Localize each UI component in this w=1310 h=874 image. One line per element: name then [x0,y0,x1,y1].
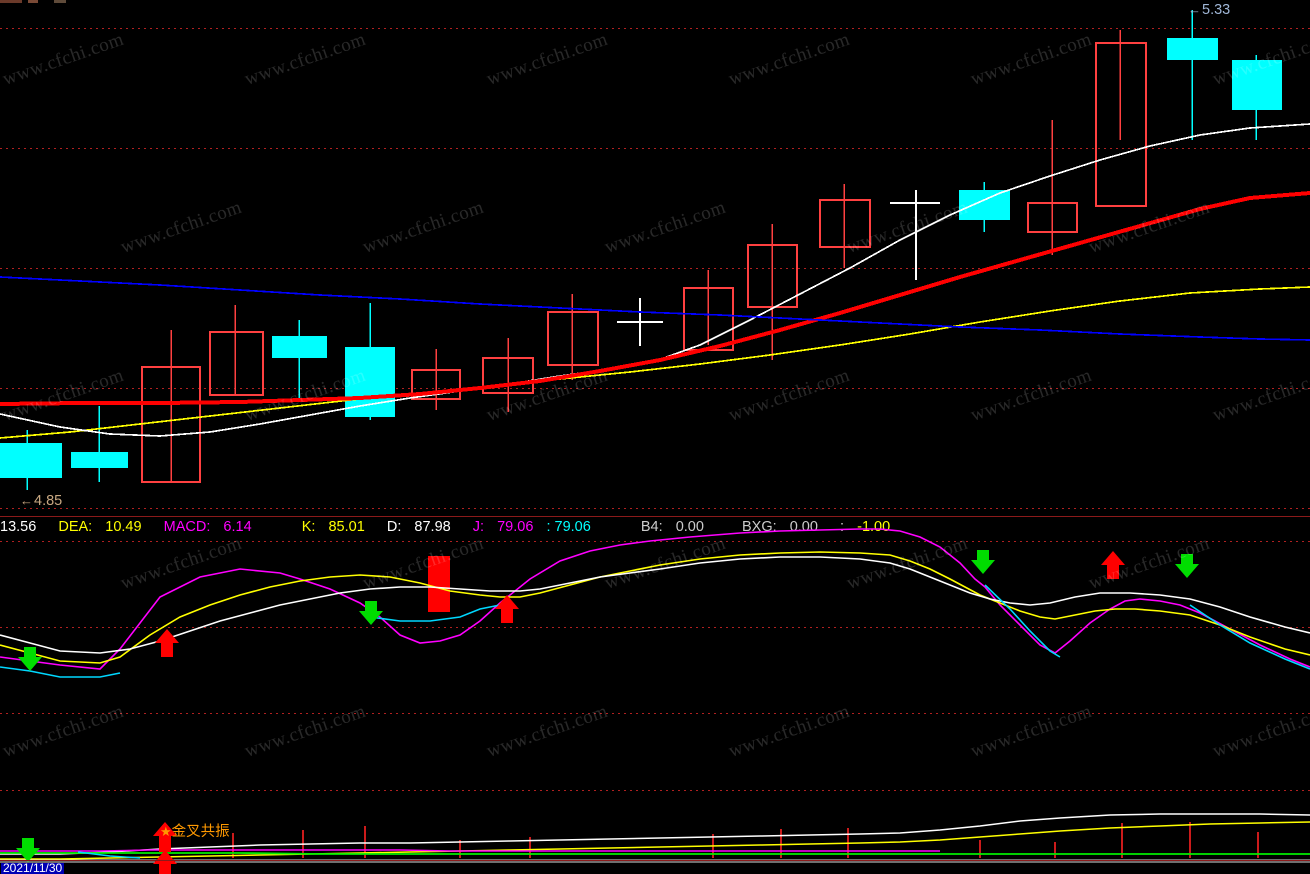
annotation-label: 金叉共振 [171,824,230,840]
ma-line-blue [0,276,1310,341]
readout-dea-value: 10.49 [105,519,142,535]
gridline [0,790,1310,791]
readout-d-value: 87.98 [414,519,451,535]
readout-last-label: : [840,519,845,535]
indicator-readout-row: 13.56 DEA: 10.49 MACD: 6.14 K: 85.01 D: … [0,518,1310,537]
marker-arrow-down-green [18,550,1199,671]
readout-k-label: K: [301,519,316,535]
indicator-line-yellow [0,551,1310,664]
subpanel-line-green [0,852,1310,855]
annotation-golden-cross: ★金叉共振 [160,824,230,840]
remnant-strip-c [54,0,66,3]
panel-separator [0,516,1310,517]
readout-dif-value: 13.56 [0,519,37,535]
jincha-gongzhen-panel[interactable]: ★金叉共振 [0,790,1310,874]
price-chart-canvas [0,10,1310,490]
subpanel-vertical-bars [164,822,1259,858]
gridline [0,541,1310,542]
toolbar-remnant [0,0,70,4]
annotation-star-icon: ★ [160,824,172,839]
indicator-chart-canvas [0,517,1310,789]
indicator-line-cyan [0,666,121,678]
readout-dea-label: DEA: [58,519,93,535]
readout-k-value: 85.01 [328,519,365,535]
candlestick-price-panel[interactable]: ←5.33 ←4.85 [0,0,1310,516]
marker-arrow-up-red [155,551,1125,657]
subpanel-chart-canvas [0,790,1310,874]
readout-d-label: D: [386,519,402,535]
price-label-high-value: 5.33 [1202,2,1231,18]
remnant-strip-a [0,0,22,3]
ma-line-yellow [0,286,1310,439]
gridline [0,268,1310,269]
indicator-line-cyan [984,584,1061,658]
ma-line-white [0,123,1310,437]
readout-j-second: : 79.06 [546,519,591,535]
readout-b4-value: 0.00 [675,519,704,535]
indicator-line-magenta [0,528,1310,670]
price-label-high-arrow: ← [1188,2,1201,17]
subpanel-line-cyan [77,851,141,859]
readout-j-label: J: [472,519,485,535]
readout-j-value: 79.06 [497,519,534,535]
price-label-high: ←5.33 [1188,2,1231,18]
readout-macd-value: 6.14 [223,519,252,535]
gridline [0,148,1310,149]
price-label-low: ←4.85 [20,493,63,509]
price-label-low-value: 4.85 [34,493,63,509]
indicator-line-white [0,556,1310,654]
candle-series [0,10,1282,490]
gridline [0,28,1310,29]
gridline [0,713,1310,714]
subpanel-markers [16,822,177,874]
price-label-low-arrow: ← [20,493,33,508]
bottom-axis-line [0,860,1310,861]
gridline [0,388,1310,389]
indicator-bar [428,556,450,612]
subpanel-line-white [0,813,1310,855]
remnant-strip-b [28,0,38,3]
indicator-line-cyan [369,604,501,622]
subpanel-line-magenta [0,849,940,852]
date-label-selected[interactable]: 2021/11/30 [1,863,65,874]
ma-line-red [0,191,1310,406]
readout-last-value: -1.00 [857,519,891,535]
readout-b4-label: B4: [640,519,663,535]
indicator-line-cyan [1189,604,1310,670]
gridline [0,627,1310,628]
macd-kdj-indicator-panel[interactable] [0,517,1310,789]
subpanel-line-yellow [0,821,1310,860]
readout-macd-label: MACD: [163,519,211,535]
gridline [0,508,1310,509]
